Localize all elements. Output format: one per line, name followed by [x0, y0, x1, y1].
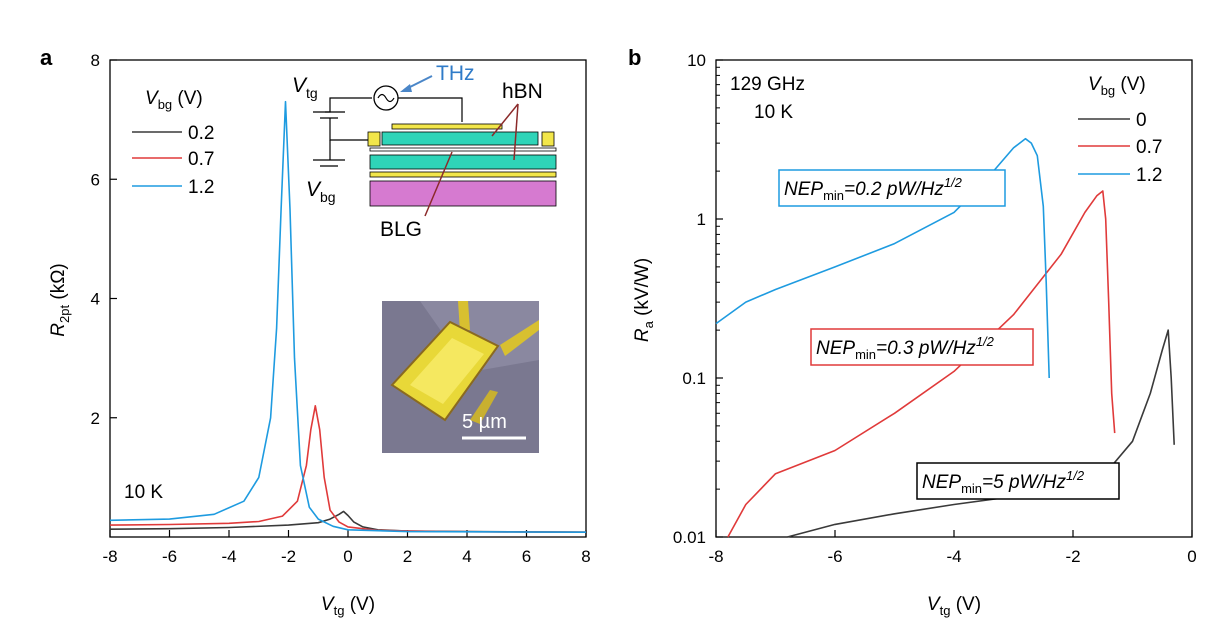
schematic-wire-mid: [329, 118, 368, 141]
thz-source-wave: [377, 93, 395, 103]
top-gate-layer: [391, 123, 503, 130]
chart-b-ylabel: Ra (kV/W): [632, 258, 656, 342]
a-xtick-label: 2: [403, 547, 412, 566]
panel-a-label: a: [40, 45, 53, 70]
b-xtick-label: -4: [946, 547, 961, 566]
nep-box-1: NEPmin=0.3 pW/Hz1/2: [810, 328, 1034, 366]
b-xtick-label: -6: [827, 547, 842, 566]
chart-a-x-ticks: -8 -6 -4 -2 0 2 4 6 8: [102, 530, 591, 566]
nep-box-2-text: NEPmin=5 pW/Hz1/2: [922, 468, 1085, 496]
a-xtick-label: -6: [162, 547, 177, 566]
chart-a: -8 -6 -4 -2 0 2 4 6 8 2 4 6 8 Vtg (V) R2pt (kΩ) Vbg…: [48, 51, 591, 618]
schematic-thz-label: THz: [436, 62, 475, 85]
b-ytick-label: 1: [697, 210, 706, 229]
b-series-0.7: [727, 190, 1116, 538]
nep-box-0-text: NEPmin=0.2 pW/Hz1/2: [784, 175, 963, 203]
b-ytick-label: 0.1: [682, 369, 706, 388]
thz-arrow-head: [400, 84, 412, 92]
chart-a-y-ticks: 2 4 6 8: [91, 51, 117, 428]
chart-a-temperature: 10 K: [124, 482, 163, 503]
a-xtick-label: 4: [462, 547, 471, 566]
a-ytick-label: 8: [91, 51, 100, 70]
schematic-blg-label: BLG: [380, 218, 422, 241]
a-ytick-label: 4: [91, 290, 100, 309]
chart-b-legend-label-1: 0.7: [1136, 137, 1162, 158]
scale-bar-label: 5 µm: [462, 411, 507, 433]
chart-a-legend-title: Vbg (V): [145, 88, 203, 112]
device-photo: 5 µm: [382, 301, 539, 453]
a-xtick-label: 0: [343, 547, 352, 566]
hbn-bottom-layer: [369, 154, 557, 170]
device-schematic: Vtg Vbg THz hBN: [292, 62, 557, 241]
schematic-wire-source: [398, 97, 463, 122]
schematic-wire-top: [325, 97, 372, 113]
nep-box-2-frame: [916, 462, 1120, 500]
schematic-hbn-label: hBN: [502, 80, 543, 103]
chart-a-legend-label-1: 0.7: [188, 149, 214, 170]
chart-b-legend-title: Vbg (V): [1088, 74, 1146, 98]
a-xtick-label: 6: [522, 547, 531, 566]
a-ytick-label: 2: [91, 409, 100, 428]
chart-b-temperature: 10 K: [754, 102, 793, 123]
nep-box-2: NEPmin=5 pW/Hz1/2: [916, 462, 1120, 500]
a-xtick-label: -4: [221, 547, 236, 566]
a-xtick-label: 8: [581, 547, 590, 566]
blg-layer: [369, 147, 557, 152]
device-photo-lead-2: [500, 320, 539, 356]
device-photo-pad-inner: [410, 338, 484, 404]
nep-box-1-frame: [810, 328, 1034, 366]
device-photo-lead-1: [458, 301, 470, 332]
chart-a-legend: Vbg (V) 0.2 0.7 1.2: [132, 88, 214, 198]
b-ytick-label: 10: [687, 51, 706, 70]
chart-a-series: [109, 100, 587, 534]
chart-b: -8 -6 -4 -2 0 0.01 0.1 1 10 Vtg (V) Ra (kV/W) 1…: [632, 51, 1197, 618]
b-xtick-label: -2: [1065, 547, 1080, 566]
a-series-0.7: [109, 404, 587, 534]
contact-left: [367, 131, 381, 147]
schematic-vtg-label: Vtg: [292, 74, 318, 101]
chart-b-frequency: 129 GHz: [730, 74, 805, 95]
nep-box-1-text: NEPmin=0.3 pW/Hz1/2: [816, 334, 995, 362]
chart-b-legend-label-0: 0: [1136, 110, 1147, 131]
blg-arrow: [424, 151, 453, 217]
schematic-vbg-label: Vbg: [306, 178, 336, 205]
back-gate-layer: [369, 171, 557, 178]
chart-a-xlabel: Vtg (V): [321, 594, 375, 618]
chart-b-legend-label-2: 1.2: [1136, 165, 1162, 186]
a-series-1.2: [109, 100, 587, 534]
chart-b-x-ticks: -8 -6 -4 -2 0: [708, 530, 1197, 566]
contact-right: [541, 131, 555, 147]
nep-box-0-frame: [778, 169, 1006, 207]
a-xtick-label: -2: [281, 547, 296, 566]
b-xtick-label: -8: [708, 547, 723, 566]
hbn-arrow-1: [491, 103, 519, 137]
b-xtick-label: 0: [1187, 547, 1196, 566]
nep-box-0: NEPmin=0.2 pW/Hz1/2: [778, 169, 1006, 207]
substrate-layer: [369, 180, 557, 207]
chart-b-y-ticks: 0.01 0.1 1 10: [673, 51, 723, 547]
b-ytick-label: 0.01: [673, 528, 706, 547]
panel-b-label: b: [628, 45, 641, 70]
device-photo-lead-3: [470, 390, 498, 424]
chart-a-ylabel: R2pt (kΩ): [48, 263, 72, 336]
a-xtick-label: -8: [102, 547, 117, 566]
hbn-top-layer: [381, 131, 539, 146]
chart-a-legend-label-2: 1.2: [188, 177, 214, 198]
chart-a-legend-label-0: 0.2: [188, 123, 214, 144]
hbn-arrow-2: [513, 103, 519, 161]
b-series-1.2: [715, 137, 1050, 379]
chart-b-xlabel: Vtg (V): [927, 594, 981, 618]
chart-b-legend: Vbg (V) 0 0.7 1.2: [1078, 74, 1162, 186]
a-ytick-label: 6: [91, 170, 100, 189]
